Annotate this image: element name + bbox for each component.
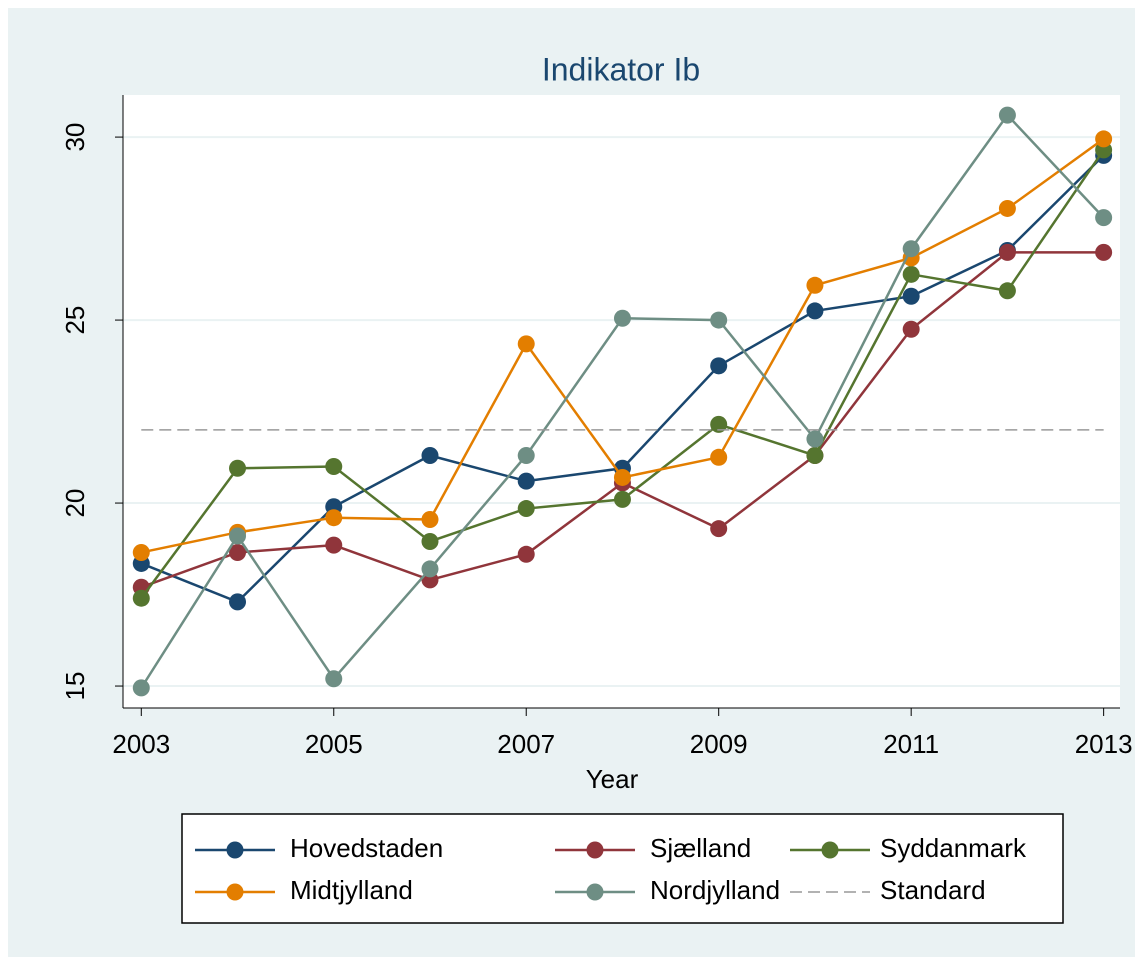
- point: [132, 589, 150, 607]
- legend-label: Standard: [880, 875, 986, 905]
- x-axis-label: Year: [586, 764, 639, 794]
- point: [998, 106, 1016, 124]
- point: [1095, 243, 1113, 261]
- point: [902, 320, 920, 338]
- point: [132, 679, 150, 697]
- x-tick-label: 2009: [690, 729, 748, 759]
- point: [998, 243, 1016, 261]
- point: [998, 282, 1016, 300]
- x-tick-label: 2011: [883, 729, 939, 759]
- legend-label: Midtjylland: [290, 875, 413, 905]
- point: [229, 527, 247, 545]
- point: [229, 543, 247, 561]
- point: [421, 446, 439, 464]
- point: [325, 536, 343, 554]
- point: [421, 511, 439, 529]
- legend-label: Sjælland: [650, 833, 751, 863]
- point: [710, 415, 728, 433]
- point: [902, 240, 920, 258]
- point: [229, 593, 247, 611]
- point: [613, 490, 631, 508]
- legend: [181, 813, 1064, 924]
- point: [613, 309, 631, 327]
- legend-marker: [586, 883, 604, 901]
- point: [806, 446, 824, 464]
- point: [517, 446, 535, 464]
- point: [613, 468, 631, 486]
- legend-label: Nordjylland: [650, 875, 780, 905]
- chart-title: Indikator Ib: [542, 51, 700, 87]
- point: [517, 335, 535, 353]
- point: [517, 500, 535, 518]
- point: [325, 457, 343, 475]
- point: [229, 459, 247, 477]
- point: [998, 199, 1016, 217]
- point: [806, 302, 824, 320]
- x-tick-label: 2013: [1075, 729, 1133, 759]
- legend-marker: [586, 841, 604, 859]
- point: [325, 670, 343, 688]
- plot-region: [123, 95, 1120, 708]
- point: [710, 357, 728, 375]
- legend-marker: [226, 841, 244, 859]
- point: [132, 543, 150, 561]
- point: [517, 545, 535, 563]
- legend-label: Syddanmark: [880, 833, 1027, 863]
- point: [710, 448, 728, 466]
- point: [806, 430, 824, 448]
- legend-marker: [821, 841, 839, 859]
- point: [806, 276, 824, 294]
- point: [710, 520, 728, 538]
- point: [902, 287, 920, 305]
- point: [1095, 130, 1113, 148]
- y-tick-label: 30: [60, 123, 90, 152]
- y-tick-label: 25: [60, 306, 90, 335]
- point: [517, 472, 535, 490]
- point: [902, 265, 920, 283]
- legend-marker: [226, 883, 244, 901]
- point: [325, 509, 343, 527]
- y-tick-label: 15: [60, 672, 90, 701]
- point: [710, 311, 728, 329]
- y-tick-label: 20: [60, 489, 90, 518]
- x-tick-label: 2005: [305, 729, 363, 759]
- point: [421, 560, 439, 578]
- x-tick-label: 2007: [497, 729, 555, 759]
- legend-label: Hovedstaden: [290, 833, 443, 863]
- point: [421, 532, 439, 550]
- point: [1095, 209, 1113, 227]
- x-tick-label: 2003: [112, 729, 170, 759]
